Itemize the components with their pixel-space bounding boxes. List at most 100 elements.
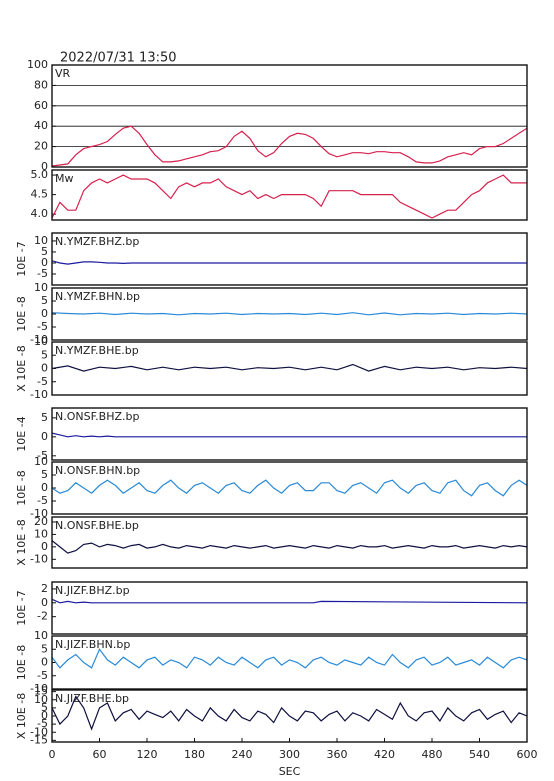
y-axis-label: 10E -8 — [15, 645, 28, 680]
y-tick-label: -5 — [37, 669, 48, 682]
trace — [52, 260, 527, 265]
y-tick-label: 10 — [34, 281, 48, 294]
trace — [52, 432, 527, 438]
panel-title: N.ONSF.BHZ.bp — [55, 410, 139, 423]
y-tick-label: 10 — [34, 629, 48, 642]
y-tick-label: 20 — [34, 140, 48, 153]
y-tick-label: 0 — [41, 596, 48, 609]
panel-frame — [51, 407, 528, 461]
panel-frame — [51, 635, 528, 690]
x-tick-label: 420 — [374, 748, 395, 761]
panel-title: N.JIZF.BHE.bp — [55, 692, 129, 705]
trace — [52, 125, 527, 167]
y-tick-label: 10 — [34, 234, 48, 247]
x-tick-label: 180 — [184, 748, 205, 761]
trace — [52, 540, 527, 554]
y-tick-label: -5 — [37, 449, 48, 462]
y-axis-label: 10E -8 — [15, 470, 28, 505]
panel-title: VR — [55, 67, 71, 80]
trace-group — [52, 695, 527, 731]
trace-group — [52, 540, 527, 554]
trace — [52, 648, 527, 669]
y-tick-label: 40 — [34, 119, 48, 132]
panel-title: N.YMZF.BHZ.bp — [55, 235, 139, 248]
trace-group — [52, 479, 527, 497]
trace-group — [52, 312, 527, 316]
panel-title: N.JIZF.BHZ.bp — [55, 584, 130, 597]
trace-group — [52, 648, 527, 669]
panel-frame — [51, 169, 528, 221]
trace — [52, 695, 527, 731]
trace — [52, 479, 527, 497]
y-tick-label: 10 — [34, 693, 48, 706]
y-tick-label: -5 — [37, 320, 48, 333]
y-axis-label: X 10E -8 — [15, 345, 28, 391]
trace — [52, 174, 527, 219]
y-tick-label: 0 — [41, 307, 48, 320]
panel-title: N.ONSF.BHN.bp — [55, 464, 140, 477]
y-tick-label: 5 — [41, 348, 48, 361]
panel-title: N.YMZF.BHN.bp — [55, 290, 140, 303]
x-tick-label: 480 — [422, 748, 443, 761]
trace-group — [52, 125, 527, 167]
panel-title: N.ONSF.BHE.bp — [55, 519, 139, 532]
panel-title: Mw — [55, 172, 74, 185]
trace-group — [52, 432, 527, 438]
y-tick-label: 0 — [41, 481, 48, 494]
trace-group — [52, 174, 527, 219]
y-axis-label: 10E -7 — [15, 590, 28, 625]
panel-title: N.JIZF.BHN.bp — [55, 638, 130, 651]
panel-frame — [51, 341, 528, 396]
panel-frame — [51, 232, 528, 286]
y-axis-label: X 10E -8 — [15, 519, 28, 565]
y-tick-label: 80 — [34, 78, 48, 91]
x-tick-label: 240 — [232, 748, 253, 761]
y-axis-label: 10E -4 — [15, 416, 28, 451]
y-axis-label: 10E -8 — [15, 296, 28, 331]
y-tick-label: -10 — [30, 333, 48, 346]
x-tick-label: 540 — [469, 748, 490, 761]
panel-frame — [51, 581, 528, 635]
x-tick-label: 120 — [137, 748, 158, 761]
y-tick-label: 2 — [41, 582, 48, 595]
trace-group — [52, 598, 527, 604]
y-tick-label: -5 — [37, 267, 48, 280]
y-tick-label: -5 — [37, 375, 48, 388]
panel-frame — [51, 461, 528, 515]
y-tick-label: -15 — [30, 733, 48, 746]
x-tick-label: 600 — [517, 748, 538, 761]
y-tick-label: 10 — [34, 335, 48, 348]
y-tick-label: 0 — [41, 540, 48, 553]
y-tick-label: 5 — [41, 642, 48, 655]
y-tick-label: 100 — [27, 58, 48, 71]
x-axis-label: SEC — [279, 765, 301, 778]
x-tick-label: 0 — [49, 748, 56, 761]
y-tick-label: 5 — [41, 245, 48, 258]
trace — [52, 598, 527, 604]
y-tick-label: -5 — [37, 717, 48, 730]
y-tick-label: 5.0 — [31, 168, 49, 181]
y-tick-label: -10 — [30, 507, 48, 520]
trace — [52, 363, 527, 372]
trace — [52, 312, 527, 316]
y-tick-label: 10 — [34, 455, 48, 468]
trace-group — [52, 363, 527, 372]
y-tick-label: 10 — [34, 527, 48, 540]
panel-frame — [51, 287, 528, 341]
x-tick-label: 300 — [279, 748, 300, 761]
y-tick-label: -2 — [37, 610, 48, 623]
y-tick-label: -5 — [37, 494, 48, 507]
y-tick-label: 5 — [41, 411, 48, 424]
trace-group — [52, 260, 527, 265]
y-tick-label: 0 — [41, 362, 48, 375]
panel-frame — [51, 64, 528, 168]
x-tick-label: 60 — [93, 748, 107, 761]
y-axis-label: X 10E -8 — [15, 693, 28, 739]
y-tick-label: -10 — [30, 552, 48, 565]
x-tick-label: 360 — [327, 748, 348, 761]
panel-frame — [51, 516, 528, 569]
y-tick-label: 5 — [41, 468, 48, 481]
y-tick-label: -10 — [30, 725, 48, 738]
y-tick-label: 4.0 — [31, 207, 49, 220]
